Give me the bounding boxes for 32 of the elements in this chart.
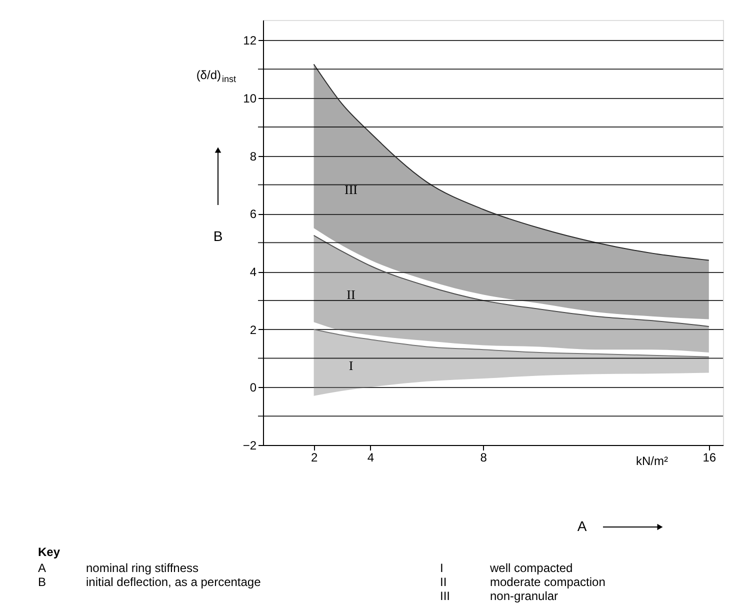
text: Key (38, 545, 60, 559)
y-tick-label: 6 (250, 207, 257, 222)
text: B (38, 575, 46, 589)
y-tick-label: −2 (242, 438, 257, 452)
y-tick-label: 10 (243, 92, 257, 106)
x-axis-title: A (577, 518, 588, 534)
annotation: II (346, 287, 356, 302)
line-series (313, 328, 710, 358)
y-tick-label: 12 (243, 34, 257, 48)
annotation: I (348, 358, 354, 373)
y-tick-label: 0 (250, 380, 257, 395)
text: I (440, 561, 444, 575)
text: well compacted (489, 561, 573, 575)
x-tick-label: 8 (480, 450, 488, 464)
text: A (38, 561, 46, 575)
x-tick-label: 16 (702, 450, 716, 464)
y-tick-label: 2 (250, 322, 257, 337)
y-tick-label: 4 (250, 265, 257, 280)
y-axis-title: B (213, 228, 223, 244)
text: moderate compaction (490, 575, 606, 589)
text: kN/m² (636, 454, 668, 468)
y-tick-label: 8 (250, 149, 257, 164)
text: II (440, 575, 447, 589)
text: non-granular (490, 589, 558, 603)
line-series (313, 64, 710, 261)
line-series (313, 234, 710, 327)
x-tick-label: 2 (310, 450, 318, 464)
annotation: III (344, 182, 358, 197)
text: nominal ring stiffness (86, 561, 198, 575)
text: initial deflection, as a percentage (86, 575, 262, 589)
text: III (440, 589, 450, 603)
x-tick-label: 4 (367, 450, 374, 464)
